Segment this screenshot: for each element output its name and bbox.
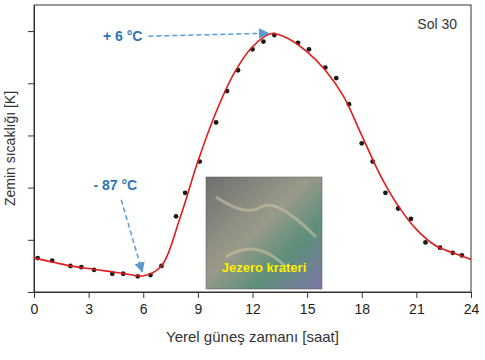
annotation-label: - 87 °C xyxy=(93,177,137,193)
x-tick-label: 24 xyxy=(464,301,480,317)
x-tick-label: 9 xyxy=(194,301,202,317)
x-tick-mark xyxy=(362,292,363,298)
texts: Sol 30 + 6 °C - 87 °C xyxy=(93,16,457,272)
y-axis xyxy=(28,6,35,293)
data-point xyxy=(334,76,339,81)
data-point xyxy=(423,240,428,245)
x-tick-mark xyxy=(471,292,472,298)
data-point xyxy=(359,141,364,146)
y-tick-mark xyxy=(28,83,34,84)
x-tick-label: 21 xyxy=(409,301,425,317)
data-point xyxy=(383,190,388,195)
data-point xyxy=(214,120,219,125)
x-tick-label: 3 xyxy=(85,301,93,317)
x-tick: 12 xyxy=(245,292,261,317)
x-tick-mark xyxy=(253,292,254,298)
chart: 0 3 6 9 12 15 18 21 24 Jezero krateri Sol 30 + 6 °C… xyxy=(0,0,485,360)
y-axis-title: Zemin sıcaklığı [K] xyxy=(2,91,18,206)
x-tick: 24 xyxy=(464,292,480,317)
x-tick: 18 xyxy=(354,292,370,317)
x-tick-mark xyxy=(89,292,90,298)
x-tick-label: 15 xyxy=(300,301,316,317)
y-axis-line xyxy=(34,6,35,293)
x-tick: 3 xyxy=(85,292,93,317)
inset-label: Jezero krateri xyxy=(222,260,307,275)
x-tick-label: 6 xyxy=(140,301,148,317)
x-tick-label: 0 xyxy=(31,301,39,317)
y-tick xyxy=(28,83,34,84)
inset-texture xyxy=(216,197,316,267)
x-tick: 21 xyxy=(409,292,425,317)
title: Sol 30 xyxy=(417,16,457,32)
y-tick-mark xyxy=(28,292,34,293)
fit-line xyxy=(34,34,471,277)
x-tick-mark xyxy=(307,292,308,298)
plot-frame xyxy=(34,5,471,292)
y-tick-mark xyxy=(28,240,34,241)
data-point xyxy=(174,214,179,219)
x-axis: 0 3 6 9 12 15 18 21 24 xyxy=(31,292,480,317)
x-tick-mark xyxy=(34,292,35,298)
y-tick-mark xyxy=(28,188,34,189)
x-tick: 6 xyxy=(140,292,148,317)
x-tick-mark xyxy=(416,292,417,298)
inset-image xyxy=(206,177,322,289)
data-point xyxy=(261,39,266,44)
y-tick-mark xyxy=(28,135,34,136)
inset: Jezero krateri xyxy=(206,177,322,289)
marks xyxy=(34,33,471,279)
annotation-arrow xyxy=(121,200,142,272)
annotation-label: + 6 °C xyxy=(103,28,142,44)
y-tick-mark xyxy=(28,31,34,32)
x-axis-title: Yerel güneş zamanı [saat] xyxy=(166,328,339,345)
y-tick xyxy=(28,292,34,293)
x-tick-mark xyxy=(143,292,144,298)
x-tick-label: 18 xyxy=(354,301,370,317)
x-tick-mark xyxy=(198,292,199,298)
y-tick xyxy=(28,31,34,32)
x-tick: 15 xyxy=(300,292,316,317)
x-tick: 0 xyxy=(31,292,39,317)
y-tick xyxy=(28,135,34,136)
x-tick-label: 12 xyxy=(245,301,261,317)
plot: 0 3 6 9 12 15 18 21 24 Jezero krateri Sol 30 + 6 °C… xyxy=(28,5,479,317)
y-tick xyxy=(28,188,34,189)
x-tick: 9 xyxy=(194,292,202,317)
y-tick xyxy=(28,240,34,241)
annotation-arrow xyxy=(148,33,268,36)
